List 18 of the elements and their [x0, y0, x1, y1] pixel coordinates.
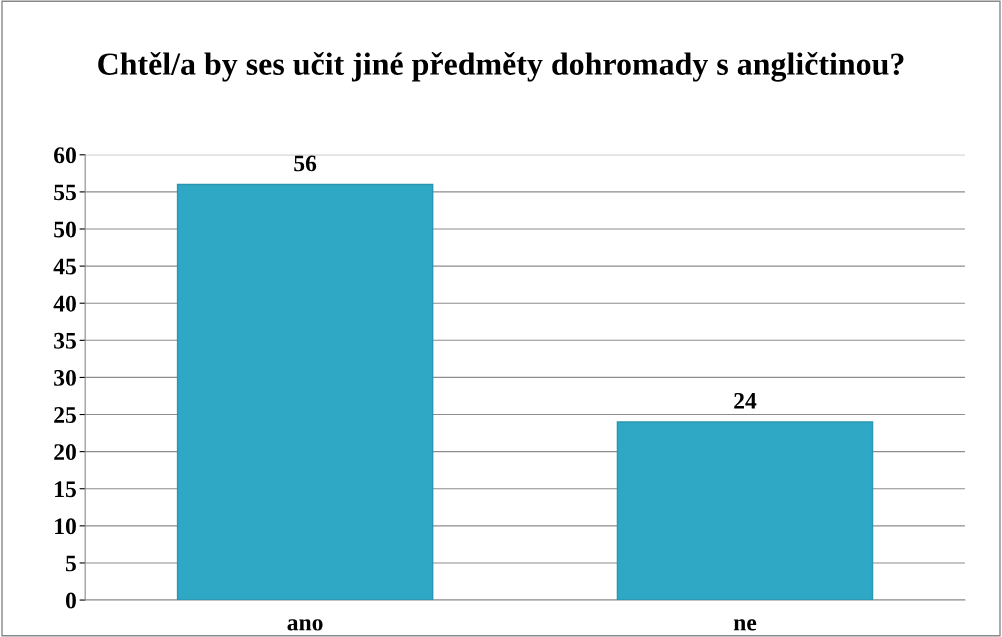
x-tick-label: ne — [733, 619, 757, 631]
data-label: 24 — [734, 392, 757, 409]
y-tick-label: 55 — [54, 184, 76, 201]
y-tick-label: 10 — [55, 518, 76, 535]
y-tick-label: 40 — [53, 295, 76, 312]
x-tick-label: ano — [287, 619, 323, 631]
chart-title: Chtěl/a by ses učit jiné předměty dohromady s angličtinou? — [98, 52, 904, 82]
y-tick-label: 5 — [65, 555, 76, 572]
y-tick-label: 0 — [65, 592, 76, 609]
y-tick-label: 50 — [54, 221, 76, 238]
y-tick-label: 60 — [54, 147, 76, 164]
y-tick-label: 30 — [54, 369, 76, 386]
y-tick-label: 25 — [54, 407, 76, 423]
y-tick-label: 20 — [54, 444, 76, 461]
y-tick-label: 45 — [53, 258, 76, 275]
data-label: 56 — [294, 155, 317, 172]
y-tick-label: 35 — [54, 332, 76, 349]
y-tick-label: 15 — [55, 481, 76, 498]
